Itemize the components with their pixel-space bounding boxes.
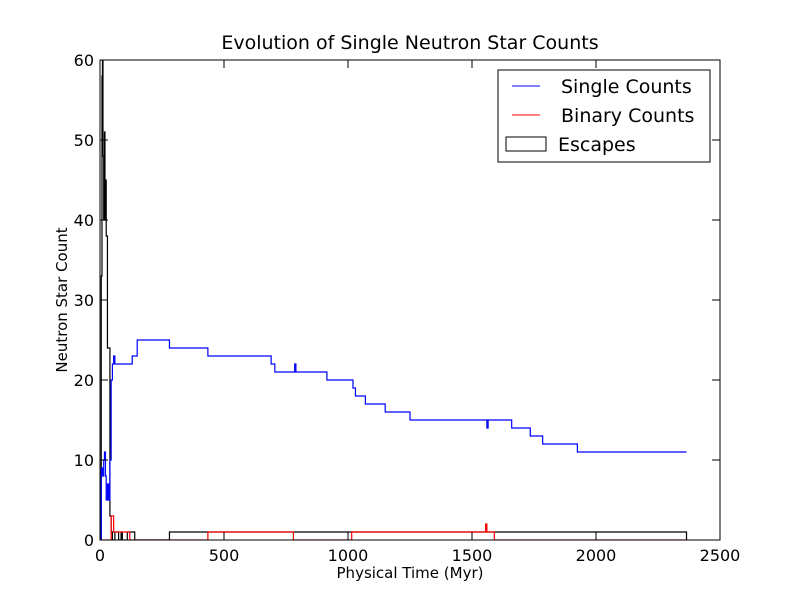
legend: Single Counts Binary Counts Escapes: [497, 69, 711, 163]
series-layer: [100, 60, 688, 540]
x-tick-label: 1500: [452, 546, 493, 565]
y-tick-label: 10: [74, 451, 94, 470]
y-axis-label: Neutron Star Count: [53, 227, 71, 372]
plot-area: 0 500 1000 1500 2000 2500 0 10 20 30 40 50 60: [74, 51, 741, 565]
x-tick-label: 1000: [328, 546, 369, 565]
x-tick-label: 2000: [576, 546, 617, 565]
legend-label-single: Single Counts: [561, 76, 692, 98]
legend-swatch-escapes: [505, 136, 547, 152]
chart-title: Evolution of Single Neutron Star Counts: [221, 32, 598, 54]
y-tick-label: 50: [74, 131, 94, 150]
x-axis-label: Physical Time (Myr): [337, 564, 484, 582]
legend-label-binary: Binary Counts: [561, 105, 694, 127]
series-binary-counts: [100, 515, 687, 540]
ticks-layer: 0 500 1000 1500 2000 2500 0 10 20 30 40 50 60: [74, 51, 741, 565]
y-tick-label: 60: [74, 51, 94, 70]
x-tick-label: 0: [95, 546, 105, 565]
y-tick-label: 40: [74, 211, 94, 230]
y-tick-label: 30: [74, 291, 94, 310]
x-tick-label: 2500: [700, 546, 741, 565]
x-tick-label: 500: [209, 546, 240, 565]
series-single-counts: [100, 339, 687, 540]
series-escapes: [100, 60, 688, 540]
legend-label-escapes: Escapes: [558, 134, 636, 156]
y-tick-label: 20: [74, 371, 94, 390]
y-tick-label: 0: [84, 531, 94, 550]
